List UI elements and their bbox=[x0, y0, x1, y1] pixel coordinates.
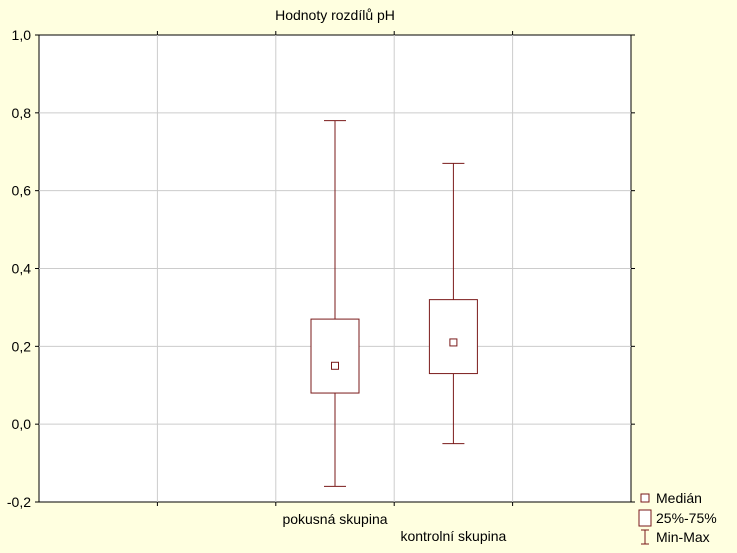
legend-box-icon bbox=[638, 509, 652, 527]
y-tick-label: 0,4 bbox=[12, 261, 32, 277]
legend-label: Medián bbox=[656, 490, 702, 506]
legend-label: Min-Max bbox=[656, 529, 710, 545]
median-marker bbox=[449, 338, 458, 347]
category-label: pokusná skupina bbox=[282, 511, 387, 527]
y-tick-label: 1,0 bbox=[12, 27, 32, 43]
category-label: kontrolní skupina bbox=[400, 528, 506, 544]
y-tick-label: 0,0 bbox=[12, 416, 32, 432]
iqr-box bbox=[428, 299, 478, 375]
y-tick-label: 0,8 bbox=[12, 105, 32, 121]
y-tick-label: 0,6 bbox=[12, 183, 32, 199]
y-tick-label: 0,2 bbox=[12, 338, 32, 354]
y-tick-label: -0,2 bbox=[7, 494, 31, 510]
legend-item: 25%-75% bbox=[638, 509, 717, 527]
box-1 bbox=[310, 120, 360, 487]
box-2 bbox=[428, 162, 478, 445]
median-marker bbox=[331, 361, 339, 370]
legend-label: 25%-75% bbox=[656, 510, 717, 526]
iqr-box bbox=[310, 318, 360, 394]
category-labels: pokusná skupina kontrolní skupina bbox=[282, 511, 506, 544]
legend-median-icon bbox=[640, 493, 650, 503]
x-axis-ticks bbox=[156, 31, 514, 506]
legend-item: Min-Max bbox=[641, 529, 710, 545]
grid-lines bbox=[39, 35, 631, 502]
y-axis-ticks: -0,2 0,0 0,2 0,4 0,6 0,8 1,0 bbox=[7, 27, 635, 510]
legend-item: Medián bbox=[640, 490, 702, 506]
chart-title: Hodnoty rozdílů pH bbox=[275, 7, 395, 23]
legend: Medián 25%-75% Min-Max bbox=[638, 490, 717, 545]
boxes bbox=[310, 120, 478, 487]
